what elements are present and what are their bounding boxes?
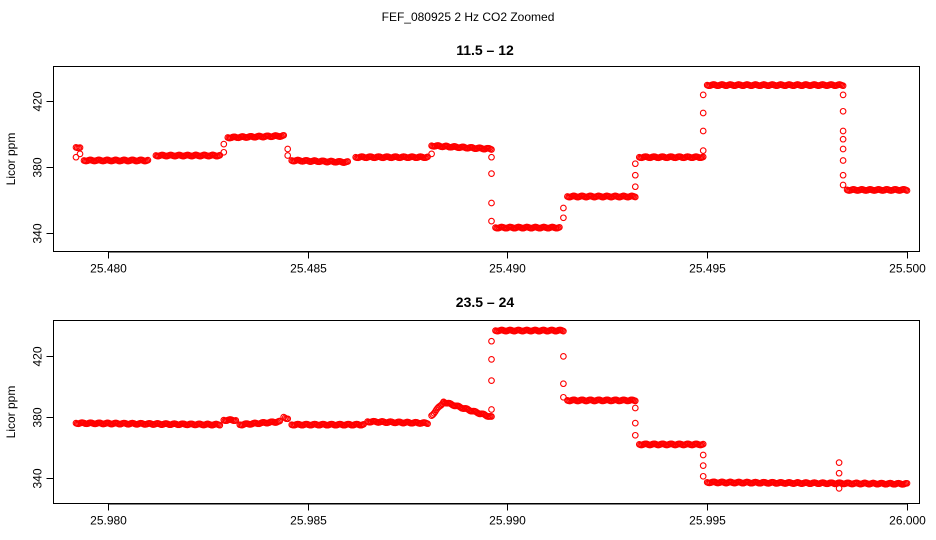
x-tick-label: 25.980	[90, 514, 127, 528]
x-tick-label: 25.995	[689, 514, 726, 528]
data-point	[631, 419, 639, 427]
panel-1: 11.5 – 12 Licor ppm 25.480 25.485 25.490 25…	[4, 42, 926, 276]
data-point	[488, 337, 495, 345]
data-point	[284, 145, 292, 153]
data-point	[424, 420, 431, 428]
panel-2-x-axis: 25.980 25.985 25.990 25.995 26.000	[90, 503, 926, 528]
figure-title: FEF_080925 2 Hz CO2 Zoomed	[382, 10, 555, 24]
data-point	[488, 199, 495, 207]
data-point	[699, 147, 707, 154]
data-point	[560, 380, 567, 388]
data-point	[699, 153, 707, 161]
panel-2: 23.5 – 24 Licor ppm 25.980 25.985 25.990 25…	[4, 294, 926, 528]
data-point	[276, 417, 284, 425]
data-point	[488, 356, 495, 363]
data-point	[560, 393, 567, 401]
x-tick-label: 25.500	[889, 262, 926, 276]
data-point	[839, 91, 847, 99]
panel-2-y-axis-label: Licor ppm	[4, 386, 18, 439]
data-point	[699, 451, 707, 459]
data-point	[488, 413, 495, 420]
data-point	[488, 153, 495, 161]
data-point	[699, 109, 707, 117]
data-point	[835, 485, 843, 492]
data-point	[839, 145, 847, 153]
data-point	[631, 171, 639, 179]
data-point	[560, 327, 567, 335]
data-point	[216, 421, 224, 429]
data-point	[699, 440, 707, 448]
data-point	[280, 131, 288, 139]
data-point	[903, 187, 911, 194]
x-tick-label: 25.985	[290, 514, 327, 528]
data-point	[488, 146, 495, 153]
data-point	[699, 127, 707, 135]
data-point	[839, 181, 847, 189]
data-point	[488, 217, 495, 225]
panel-1-y-axis-label: Licor ppm	[4, 133, 18, 186]
x-tick-label: 25.490	[489, 262, 526, 276]
y-tick-label: 340	[31, 468, 45, 488]
panel-1-x-axis: 25.480 25.485 25.490 25.495 25.500	[90, 251, 926, 276]
data-point	[631, 397, 639, 405]
data-point	[144, 156, 152, 164]
data-point	[76, 144, 84, 151]
data-point	[835, 469, 843, 477]
x-tick-label: 25.495	[689, 262, 726, 276]
data-point	[839, 107, 847, 115]
y-tick-label: 380	[31, 157, 45, 177]
data-point	[631, 404, 639, 412]
data-point	[284, 152, 292, 159]
data-point	[428, 150, 435, 158]
data-point	[631, 183, 639, 191]
y-tick-label: 340	[31, 223, 45, 243]
data-point	[220, 148, 228, 156]
data-point	[560, 353, 567, 360]
panel-1-y-axis: 340 380 420	[31, 91, 54, 244]
data-point	[560, 214, 567, 222]
y-tick-label: 420	[31, 346, 45, 366]
panel-2-series	[72, 326, 911, 492]
panel-1-series	[72, 81, 911, 232]
data-point	[835, 459, 843, 466]
data-point	[839, 127, 847, 135]
x-tick-label: 25.485	[290, 262, 327, 276]
data-point	[488, 377, 495, 384]
data-point	[699, 91, 707, 99]
data-point	[556, 223, 563, 231]
y-tick-label: 380	[31, 407, 45, 427]
x-tick-label: 25.480	[90, 262, 127, 276]
data-point	[72, 153, 80, 161]
data-point	[232, 417, 240, 424]
data-point	[699, 472, 707, 480]
panel-2-y-axis: 340 380 420	[31, 346, 54, 489]
data-point	[631, 431, 639, 439]
data-point	[488, 406, 495, 413]
data-point	[839, 171, 847, 179]
data-point	[560, 204, 567, 212]
data-point	[76, 150, 84, 158]
data-point	[839, 135, 847, 143]
data-point	[284, 415, 292, 423]
x-tick-label: 26.000	[889, 514, 926, 528]
panel-1-title: 11.5 – 12	[456, 42, 514, 58]
data-point	[839, 157, 847, 164]
data-point	[488, 170, 495, 177]
data-point	[631, 160, 639, 168]
data-point	[220, 140, 228, 148]
data-point	[903, 479, 911, 487]
y-tick-label: 420	[31, 91, 45, 111]
panel-2-title: 23.5 – 24	[456, 294, 515, 310]
data-point	[344, 158, 352, 165]
x-tick-label: 25.990	[489, 514, 526, 528]
data-point	[631, 193, 639, 201]
data-point	[699, 462, 707, 469]
data-point	[839, 82, 847, 90]
